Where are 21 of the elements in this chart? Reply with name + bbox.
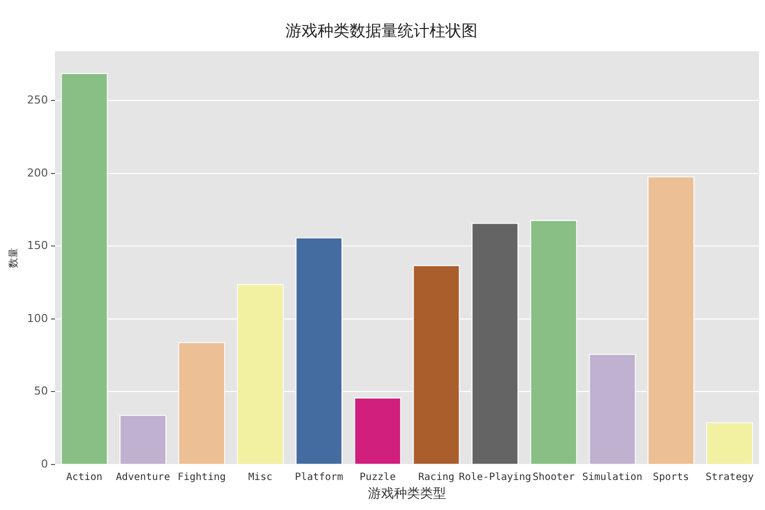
x-tick-label: Misc <box>248 472 272 483</box>
x-tick-label: Sports <box>652 472 690 483</box>
x-tick-label: Action <box>66 472 102 483</box>
y-tick-label: 200 <box>26 166 48 180</box>
x-tick-label: Simulation <box>582 472 642 483</box>
x-axis-title: 游戏种类类型 <box>368 486 446 502</box>
x-tick-label: Puzzle <box>360 472 396 483</box>
x-tick-label: Adventure <box>116 472 170 483</box>
y-axis-title: 数量 <box>8 248 20 268</box>
y-tick-label: 50 <box>34 384 48 398</box>
x-tick-label: Role-Playing <box>458 472 532 483</box>
x-tick-label: Platform <box>294 472 344 483</box>
y-tick-label: 250 <box>26 94 48 107</box>
x-tick-label: Strategy <box>706 472 754 483</box>
chart-title: 游戏种类数据量统计柱状图 <box>286 20 478 40</box>
x-tick-label: Fighting <box>178 472 226 483</box>
x-tick-label: Racing <box>418 472 454 483</box>
y-tick-label: 150 <box>26 239 48 252</box>
x-tick-label: Shooter <box>532 472 575 483</box>
y-tick-label: 0 <box>40 457 48 470</box>
y-tick-label: 100 <box>26 312 48 325</box>
